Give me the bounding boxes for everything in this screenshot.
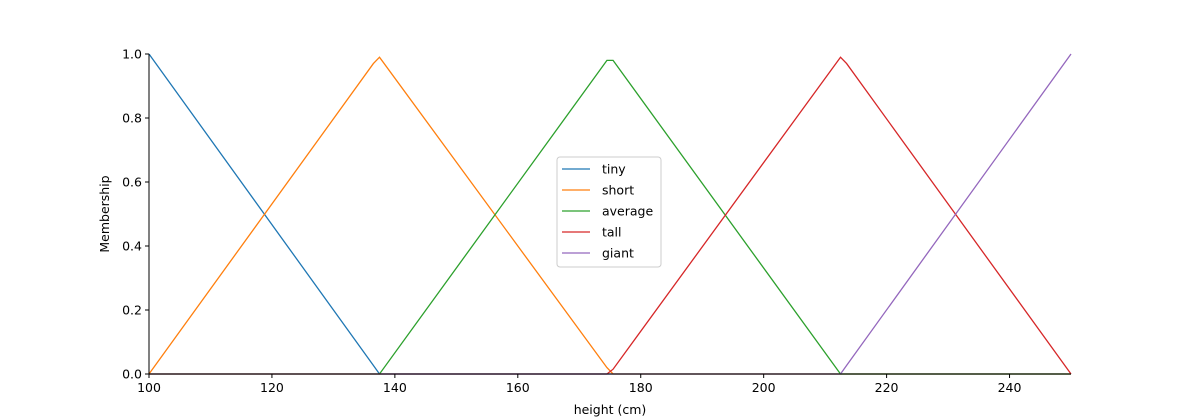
x-tick-label: 100 [137, 380, 161, 395]
y-tick-label: 0.4 [122, 239, 142, 254]
x-tick-label: 200 [752, 380, 776, 395]
x-tick-label: 120 [260, 380, 284, 395]
legend-label-short: short [602, 183, 634, 198]
y-tick-label: 0.6 [122, 175, 142, 190]
y-tick-label: 1.0 [122, 47, 142, 62]
y-tick-label: 0.2 [122, 303, 142, 318]
legend-box [556, 156, 662, 268]
x-axis-label: height (cm) [574, 402, 647, 417]
y-tick-label: 0.0 [122, 367, 142, 382]
y-tick-label: 0.8 [122, 111, 142, 126]
legend-label-average: average [602, 204, 653, 219]
x-tick-label: 240 [998, 380, 1022, 395]
y-axis-label: Membership [97, 175, 112, 252]
x-tick-label: 220 [875, 380, 899, 395]
x-tick-label: 160 [506, 380, 530, 395]
legend-label-giant: giant [602, 246, 634, 261]
x-tick-label: 140 [383, 380, 407, 395]
y-ticks: 0.0 0.2 0.4 0.6 0.8 1.0 [122, 47, 149, 382]
x-ticks: 100 120 140 160 180 200 220 240 [137, 374, 1022, 395]
x-tick-label: 180 [629, 380, 653, 395]
legend-label-tiny: tiny [602, 162, 626, 177]
legend: tiny short average tall giant [556, 156, 662, 268]
legend-label-tall: tall [602, 225, 622, 240]
